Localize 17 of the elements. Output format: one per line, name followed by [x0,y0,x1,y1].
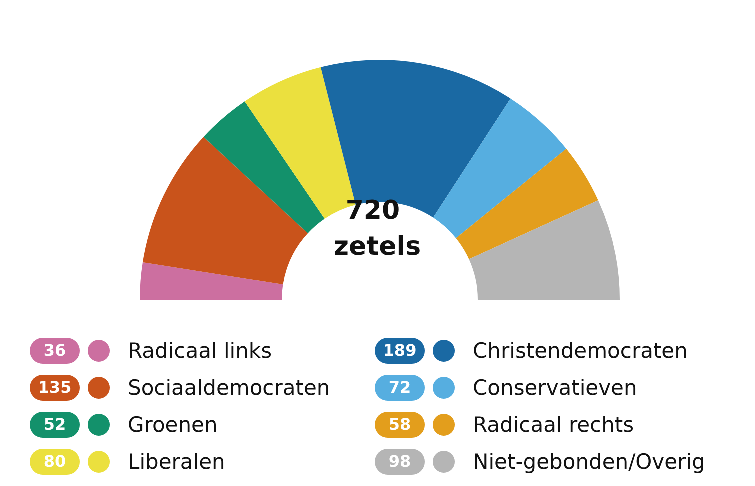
data-label: 36 [30,338,80,364]
category-label: Sociaaldemocraten [128,376,330,400]
category-label: Liberalen [128,450,226,474]
category-label: Conservatieven [473,376,638,400]
data-label: 189 [375,338,425,364]
data-label: 80 [30,448,80,474]
category-label: Radicaal rechts [473,412,634,436]
category-label: Christendemocraten [473,338,688,362]
data-label: 58 [375,412,425,438]
data-label: 52 [30,412,80,438]
data-label: 72 [375,374,425,400]
data-label: 98 [375,448,425,474]
category-label: Radicaal links [128,338,272,362]
data-label: 135 [30,374,80,400]
category-label: Groenen [128,412,218,436]
text: 720 zetels [334,196,422,262]
category-label: Niet-gebonden/Overig [473,450,706,474]
